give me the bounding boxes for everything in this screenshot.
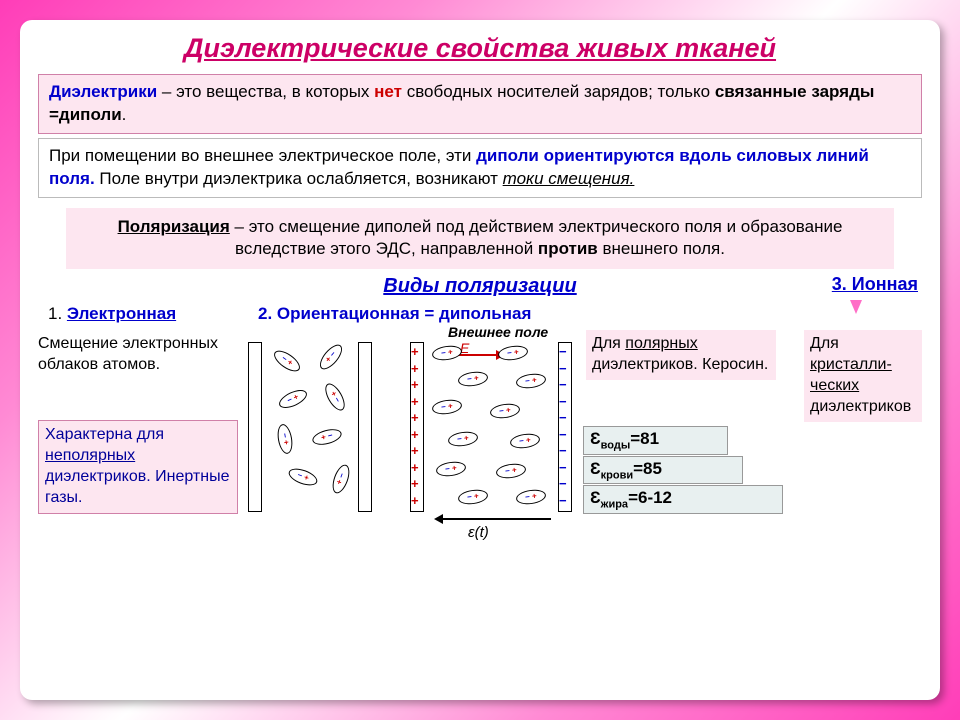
plus-column: ++++++++++ [411,344,419,509]
dipole-icon: + − [321,381,348,414]
dipole-icon: − + [457,488,489,506]
slide: Диэлектрические свойства живых тканей Ди… [20,20,940,700]
dipole-icon: − + [431,398,463,416]
type3-label: 3. Ионная [832,274,918,295]
epsilon-row: Ɛжира=6-12 [583,485,783,513]
polarization-definition: Поляризация – это смещение диполей под д… [66,208,894,270]
dipole-icon: − + [515,488,547,506]
dipole-icon: − + [287,466,320,489]
dipole-icon: − + [457,370,489,388]
dipole-icon: + − [316,341,346,373]
dipole-icon: − + [509,432,541,450]
type2-label: 2. Ориентационная = дипольная [258,304,531,324]
dipole-icon: − + [276,387,309,412]
definition-dielectrics: Диэлектрики – это вещества, в которых не… [38,74,922,134]
dipole-icon: − + [271,347,304,376]
types-container: 1. Электронная 2. Ориентационная = дипол… [38,300,922,550]
external-field-label: Внешнее поле [448,324,548,340]
type2-box: Для полярных диэлектриков. Керосин. [586,330,776,380]
dipole-icon: + − [329,463,352,496]
plate-left-1 [248,342,262,512]
dipole-icon: − + [431,344,463,362]
plate-right-1 [358,342,372,512]
arrow-down-icon [850,300,862,314]
diagram: − + + − − + + − − + + − − + + − ++++++++… [248,332,578,537]
dipole-icon: − + [495,462,527,480]
dipole-icon: − + [515,372,547,390]
dipole-icon: − + [447,430,479,448]
epsilon-values: Ɛводы=81 Ɛкрови=85 Ɛжира=6-12 [583,426,793,514]
page-title: Диэлектрические свойства живых тканей [38,32,922,66]
term-polarization: Поляризация [118,217,230,236]
type1-box: Характерна для неполярных диэлектриков. … [38,420,238,513]
dipoles-behavior: При помещении во внешнее электрическое п… [38,138,922,198]
dipole-icon: − + [435,460,467,478]
type1-desc: Смещение электронных облаков атомов. [38,334,238,376]
word-net: нет [374,82,402,101]
subheading-types: Виды поляризации [38,275,922,298]
dipole-icon: − + [276,423,295,455]
type1-label: 1. Электронная [48,304,176,324]
minus-column: −−−−−−−−−− [559,344,567,509]
term-dielectrics: Диэлектрики [49,82,157,101]
epsilon-t: ε(t) [468,524,489,541]
dipole-icon: − + [489,402,521,420]
type3-box: Для кристалли­ческих диэлектри­ков [804,330,922,421]
epsilon-row: Ɛкрови=85 [583,456,743,484]
dipole-icon: + − [311,427,344,448]
epsilon-row: Ɛводы=81 [583,426,728,454]
e-label: E [460,340,469,356]
back-arrow-icon [436,518,551,520]
